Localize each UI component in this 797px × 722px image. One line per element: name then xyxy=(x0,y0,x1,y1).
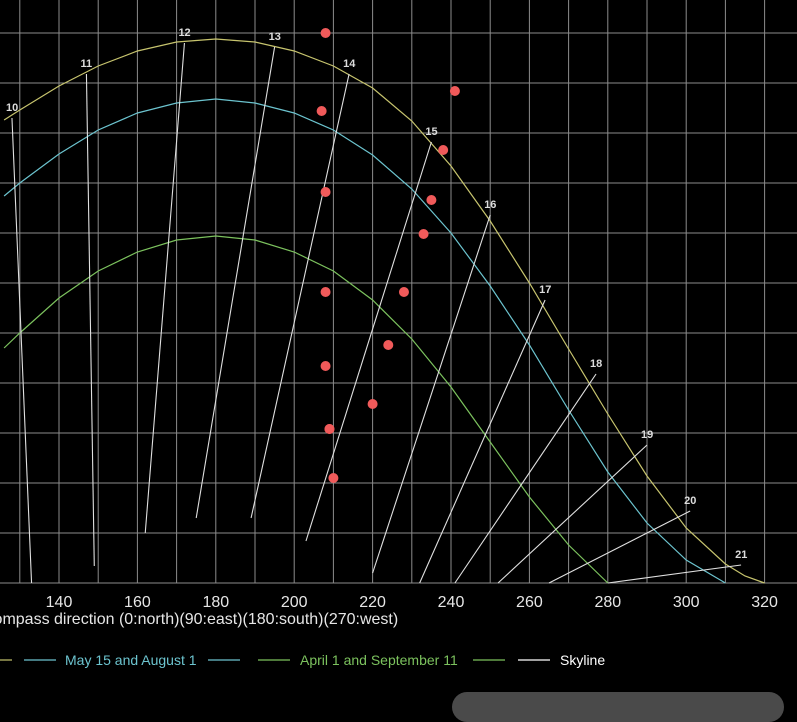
x-tick-label: 240 xyxy=(438,594,465,611)
sun-path-series xyxy=(3,38,765,584)
x-tick-label: 300 xyxy=(673,594,700,611)
skyline-point xyxy=(320,287,331,297)
series-line-may15 xyxy=(3,98,726,584)
hour-label-16: 16 xyxy=(484,199,496,211)
skyline-point xyxy=(367,399,378,409)
skyline-point xyxy=(328,473,339,483)
x-axis-title: Compass direction (0:north)(90:east)(180… xyxy=(0,611,398,628)
legend-label-april1: April 1 and September 11 xyxy=(300,652,458,668)
skyline-point xyxy=(398,287,409,297)
x-tick-label: 280 xyxy=(594,594,621,611)
hour-line-13 xyxy=(195,46,276,519)
x-tick-label: 320 xyxy=(751,594,778,611)
skyline-point xyxy=(449,86,460,96)
skyline-point xyxy=(320,28,331,38)
hour-label-20: 20 xyxy=(684,495,696,507)
hour-label-21: 21 xyxy=(735,549,747,561)
x-tick-label: 160 xyxy=(124,594,151,611)
hour-line-21 xyxy=(607,564,742,584)
hour-line-16 xyxy=(372,214,491,574)
x-tick-label: 220 xyxy=(359,594,386,611)
hour-line-10 xyxy=(11,117,33,584)
hour-line-15 xyxy=(305,141,432,542)
legend-label-may15: May 15 and August 1 xyxy=(65,652,197,668)
hour-line-17 xyxy=(419,299,546,584)
skyline-point xyxy=(320,361,331,371)
series-line-june21 xyxy=(3,38,765,584)
sun-path-chart: 10 11 12 13 14 15 16 17 18 19 20 21 140 160 180 200 220… xyxy=(0,0,797,668)
hour-label-17: 17 xyxy=(539,284,551,296)
skyline-point xyxy=(324,424,335,434)
legend: May 15 and August 1 April 1 and September… xyxy=(0,652,605,668)
hour-label-19: 19 xyxy=(641,429,653,441)
legend-label-skyline: Skyline xyxy=(560,652,605,668)
skyline-point xyxy=(438,145,449,155)
x-tick-label: 260 xyxy=(516,594,543,611)
x-tick-label: 140 xyxy=(46,594,73,611)
skyline-points xyxy=(316,28,460,483)
bottom-sheet-handle[interactable] xyxy=(452,692,784,722)
hour-line-11 xyxy=(85,73,95,567)
series-line-april1 xyxy=(3,235,609,584)
skyline-point xyxy=(418,229,429,239)
hour-label-10: 10 xyxy=(6,102,18,114)
x-tick-label: 200 xyxy=(281,594,308,611)
skyline-point xyxy=(320,187,331,197)
hour-line-14 xyxy=(250,73,350,519)
hour-line-18 xyxy=(454,373,597,584)
skyline-point xyxy=(426,195,437,205)
hour-label-11: 11 xyxy=(80,58,92,70)
hour-line-20 xyxy=(548,510,691,584)
hour-label-18: 18 xyxy=(590,358,602,370)
hour-line-12 xyxy=(144,42,185,534)
x-axis-ticks: 140 160 180 200 220 240 260 280 300 320 xyxy=(46,594,778,611)
skyline-point xyxy=(383,340,394,350)
hour-label-15: 15 xyxy=(425,126,437,138)
hour-line-19 xyxy=(497,444,648,584)
grid xyxy=(0,0,797,584)
hour-label-14: 14 xyxy=(343,58,356,70)
hour-label-12: 12 xyxy=(178,27,190,39)
hour-lines: 10 11 12 13 14 15 16 17 18 19 20 21 xyxy=(6,27,747,584)
skyline-point xyxy=(316,106,327,116)
x-tick-label: 180 xyxy=(202,594,229,611)
hour-label-13: 13 xyxy=(269,31,281,43)
